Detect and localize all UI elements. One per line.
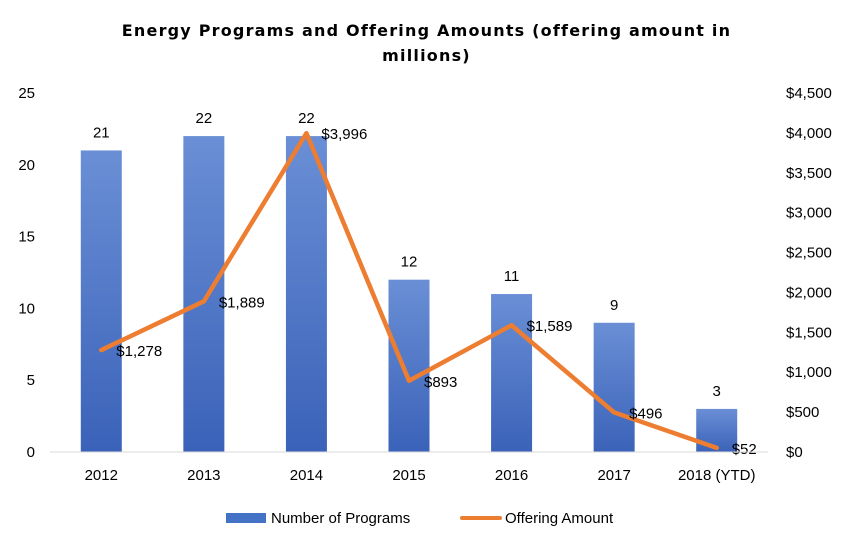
line-data-label: $1,278: [116, 343, 162, 360]
bar-series: [80, 136, 738, 452]
y-right-tick-label: $0: [786, 444, 803, 461]
bar-2013: [183, 136, 225, 452]
bar-2016: [491, 294, 533, 452]
x-tick-label: 2012: [85, 467, 118, 484]
bar-data-label: 22: [196, 110, 213, 127]
y-right-tick-label: $2,000: [786, 284, 832, 301]
y-left-tick-label: 10: [18, 300, 35, 317]
line-series: [99, 130, 719, 451]
bar-data-labels: 21 22 22 12 11 9 3: [93, 110, 721, 400]
offering-amount-line: [99, 130, 719, 451]
y-right-tick-label: $1,500: [786, 324, 832, 341]
legend-label-programs: Number of Programs: [271, 510, 410, 527]
x-tick-label: 2015: [392, 467, 425, 484]
bar-2012: [80, 150, 122, 452]
bar-2014: [285, 136, 327, 452]
bar-data-label: 12: [401, 254, 418, 271]
y-axis-left: 0 5 10 15 20 25: [18, 85, 35, 461]
bar-2015: [388, 279, 430, 452]
y-left-tick-label: 25: [18, 85, 35, 102]
x-axis: 2012 2013 2014 2015 2016 2017 2018 (YTD): [85, 467, 756, 484]
bar-data-label: 3: [713, 383, 721, 400]
x-tick-label: 2017: [597, 467, 630, 484]
line-data-label: $3,996: [321, 126, 367, 143]
y-right-tick-label: $1,000: [786, 364, 832, 381]
x-tick-label: 2014: [290, 467, 323, 484]
y-right-tick-label: $500: [786, 404, 819, 421]
line-data-label: $52: [732, 441, 757, 458]
bar-data-label: 21: [93, 124, 110, 141]
x-tick-label: 2013: [187, 467, 220, 484]
legend: Number of Programs Offering Amount: [226, 510, 614, 527]
y-left-tick-label: 20: [18, 157, 35, 174]
bar-2017: [593, 322, 635, 452]
line-data-label: $1,589: [527, 318, 573, 335]
x-tick-label: 2018 (YTD): [678, 467, 756, 484]
y-left-tick-label: 5: [27, 372, 35, 389]
bar-data-label: 11: [504, 268, 520, 285]
legend-label-offering: Offering Amount: [505, 510, 614, 527]
line-data-label: $1,889: [219, 294, 265, 311]
y-axis-right: $0 $500 $1,000 $1,500 $2,000 $2,500 $3,000 $3,5…: [786, 85, 832, 461]
y-right-tick-label: $3,000: [786, 205, 832, 222]
chart-title: Energy Programs and Offering Amounts (of…: [121, 21, 732, 65]
y-right-tick-label: $2,500: [786, 245, 832, 262]
y-right-tick-label: $4,000: [786, 125, 832, 142]
y-right-tick-label: $3,500: [786, 165, 832, 182]
y-left-tick-label: 0: [27, 444, 35, 461]
line-data-label: $496: [629, 405, 662, 422]
line-data-label: $893: [424, 374, 457, 391]
legend-swatch-bar: [226, 513, 266, 523]
bar-data-label: 9: [610, 297, 618, 314]
bar-data-label: 22: [298, 110, 315, 127]
y-left-tick-label: 15: [18, 229, 35, 246]
line-data-labels: $1,278 $1,889 $3,996 $893 $1,589 $496 $52: [116, 126, 756, 458]
y-right-tick-label: $4,500: [786, 85, 832, 102]
x-tick-label: 2016: [495, 467, 528, 484]
